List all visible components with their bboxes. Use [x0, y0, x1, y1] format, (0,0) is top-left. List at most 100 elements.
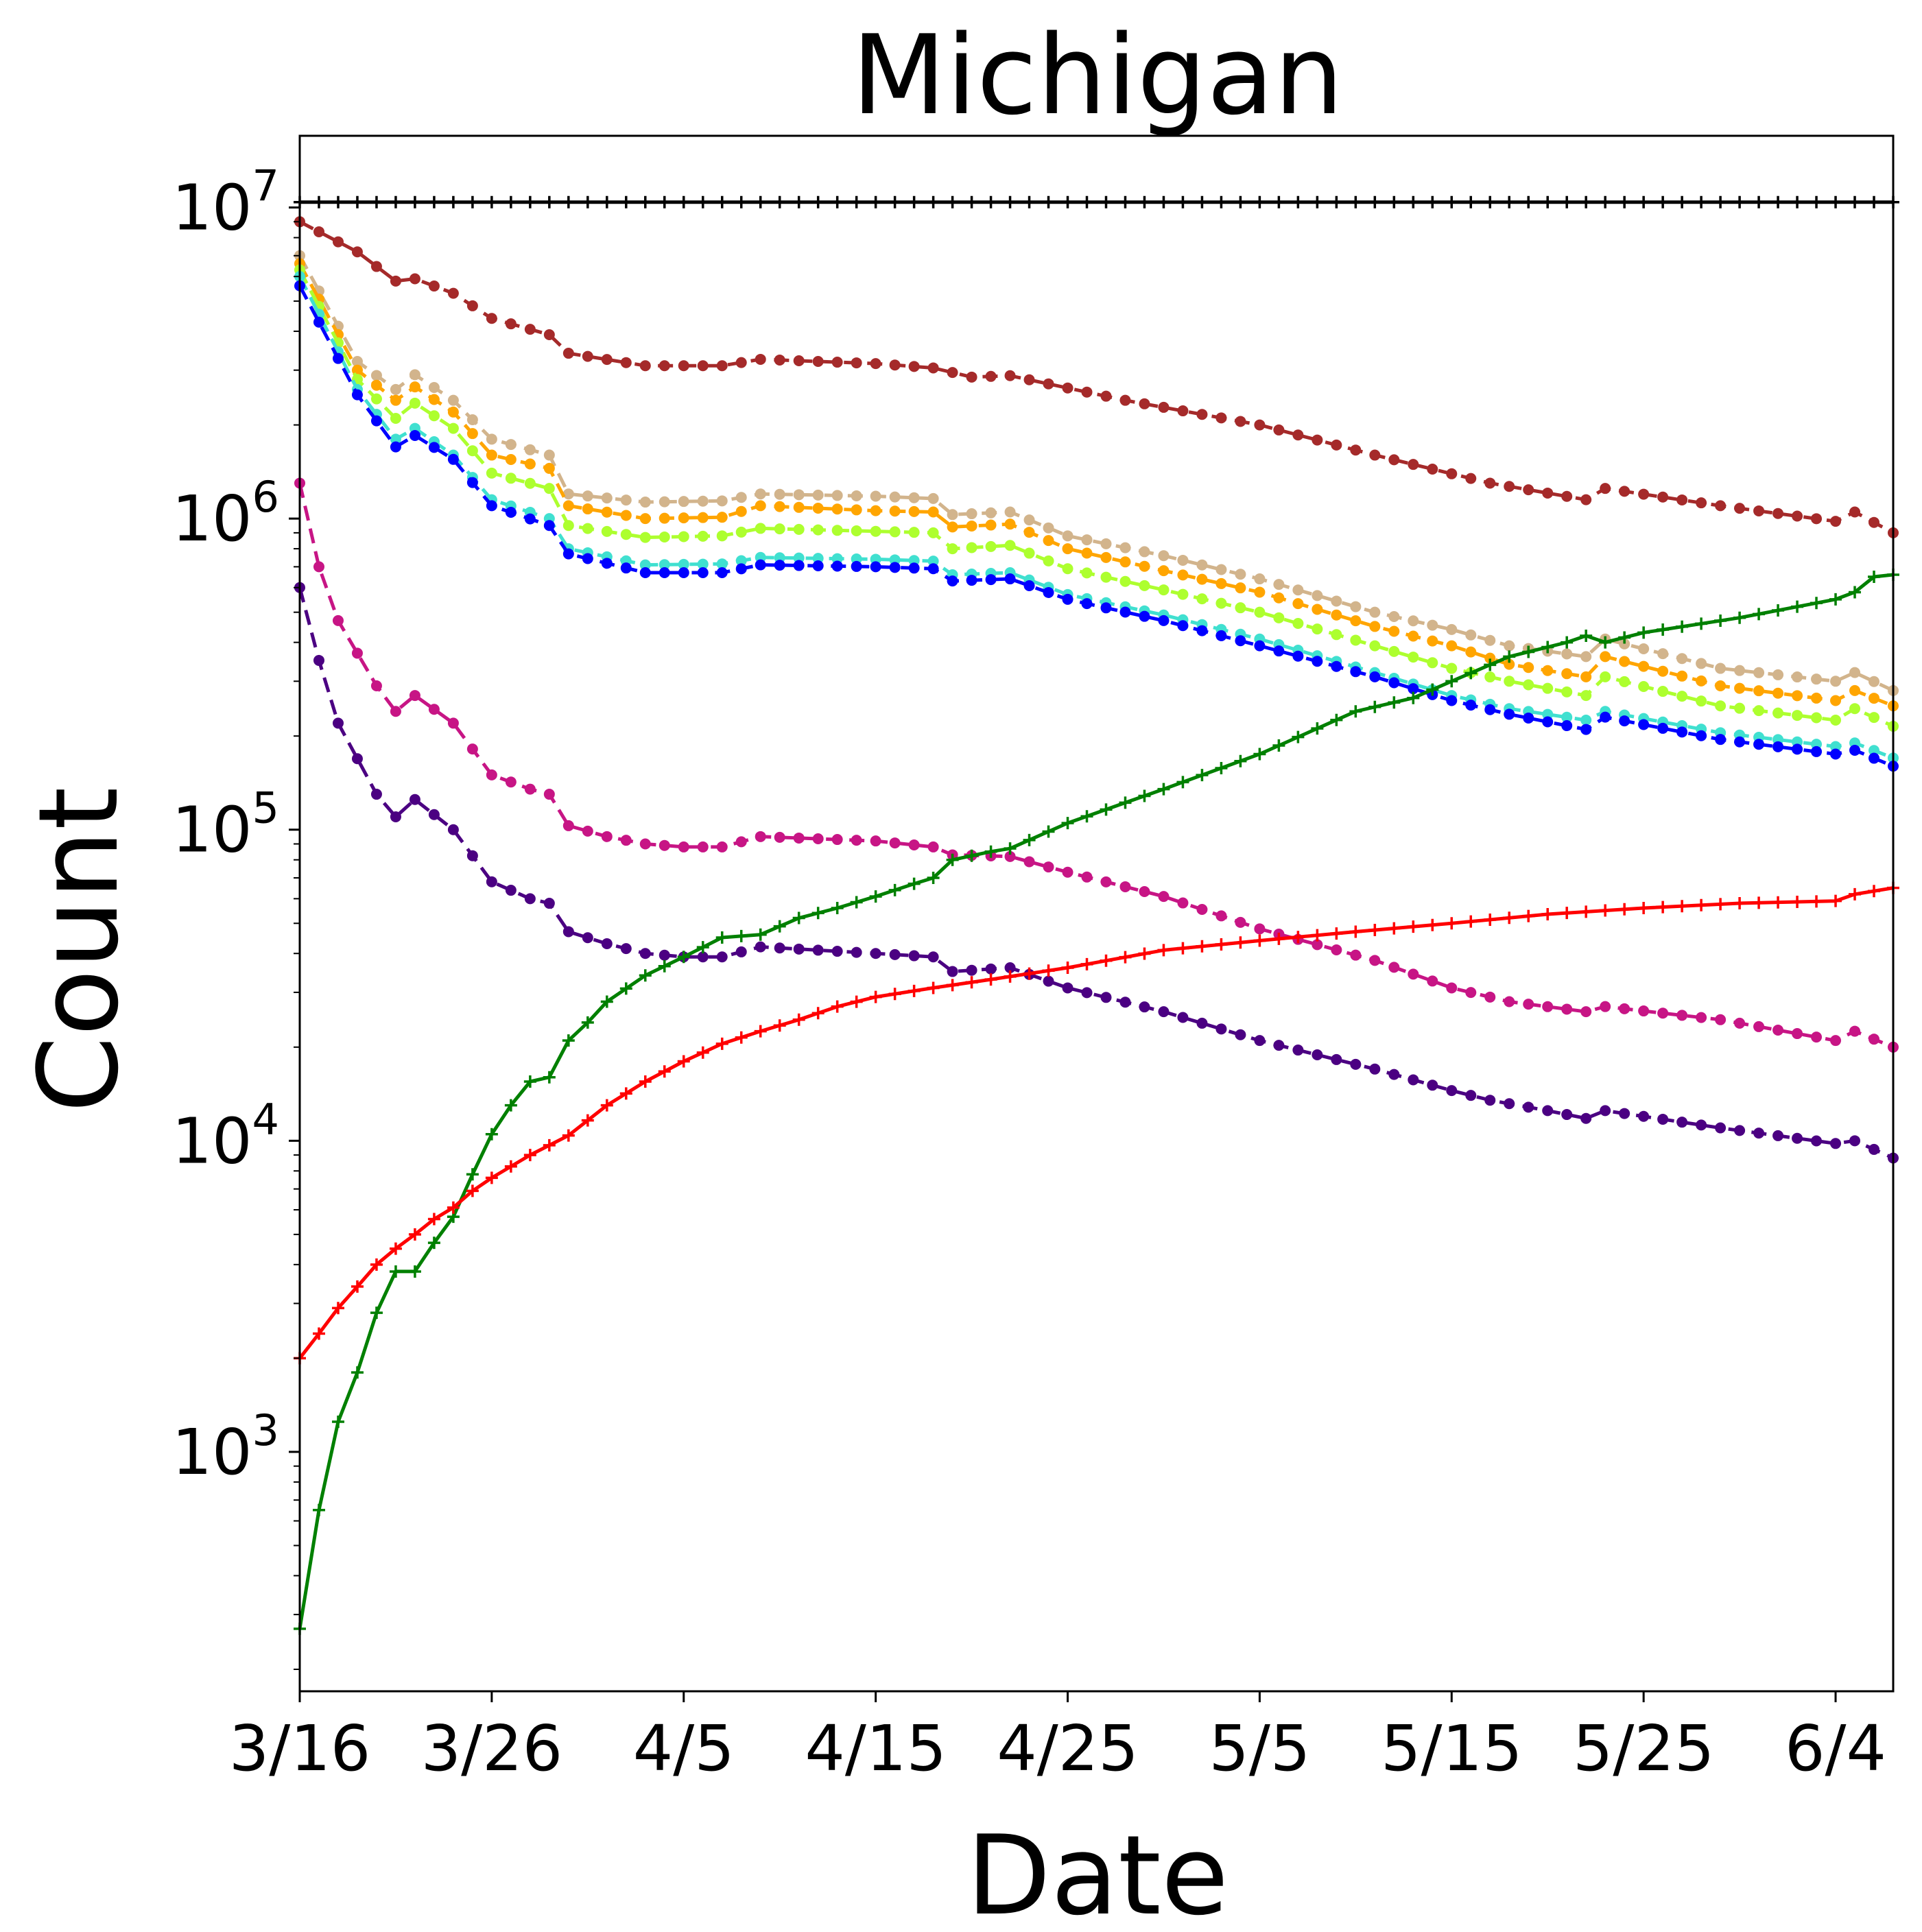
data-point — [485, 1171, 498, 1184]
data-point — [390, 275, 401, 287]
data-point — [543, 195, 556, 208]
data-point — [1599, 636, 1612, 649]
data-point — [370, 1307, 383, 1320]
data-point — [1043, 861, 1054, 873]
data-point — [1100, 390, 1112, 402]
data-point — [1407, 691, 1420, 704]
data-point — [1138, 789, 1151, 802]
data-point — [1254, 606, 1266, 618]
data-point — [1119, 575, 1131, 587]
data-point — [562, 1129, 575, 1142]
data-point — [947, 521, 958, 533]
data-point — [966, 520, 977, 532]
data-point — [562, 500, 574, 512]
data-point — [1849, 195, 1862, 208]
data-point — [966, 542, 977, 553]
data-point — [889, 562, 901, 573]
data-point — [927, 506, 939, 518]
data-point — [831, 1000, 844, 1013]
data-point — [1023, 527, 1035, 538]
data-point — [485, 1128, 498, 1141]
data-point — [1311, 195, 1324, 208]
data-point — [466, 300, 478, 311]
data-point — [966, 371, 977, 383]
data-point — [1139, 1001, 1150, 1013]
data-point — [370, 1258, 383, 1271]
data-point — [697, 512, 709, 523]
data-point — [1504, 640, 1515, 652]
data-point — [715, 931, 728, 944]
data-point — [1561, 195, 1574, 208]
data-point — [1215, 195, 1228, 208]
data-point — [1638, 643, 1650, 655]
data-point — [870, 490, 881, 502]
data-point — [792, 1013, 805, 1026]
data-point — [659, 949, 670, 961]
data-point — [562, 520, 574, 532]
data-point — [812, 503, 824, 514]
data-point — [1753, 739, 1765, 750]
data-point — [1235, 569, 1246, 580]
data-point — [1272, 195, 1285, 208]
data-point — [1868, 195, 1881, 208]
data-point — [1254, 1035, 1266, 1047]
data-point — [523, 1149, 536, 1162]
data-point — [678, 567, 689, 579]
data-point — [1580, 1006, 1592, 1018]
data-point — [543, 520, 555, 532]
data-point — [1542, 1001, 1554, 1012]
data-point — [1503, 911, 1516, 925]
data-point — [1235, 1029, 1246, 1040]
data-point — [486, 467, 497, 479]
data-point — [1081, 871, 1093, 883]
data-point — [1369, 1063, 1381, 1075]
data-point — [927, 556, 939, 567]
data-point — [1465, 987, 1477, 999]
data-point — [1139, 398, 1150, 409]
data-point — [716, 360, 728, 372]
data-point — [1388, 454, 1400, 466]
series-2 — [294, 250, 1899, 696]
data-point — [831, 195, 844, 208]
data-point — [1830, 714, 1842, 726]
data-point — [600, 1099, 613, 1112]
data-point — [947, 509, 958, 521]
data-point — [812, 833, 824, 844]
data-point — [927, 951, 939, 963]
data-point — [1733, 897, 1746, 910]
data-point — [389, 1265, 402, 1278]
data-point — [1753, 705, 1765, 717]
data-point — [370, 393, 382, 405]
data-point — [1522, 645, 1535, 658]
data-point — [1792, 710, 1803, 721]
data-point — [1350, 615, 1362, 627]
data-point — [600, 995, 613, 1008]
data-point — [1810, 597, 1823, 610]
data-point — [1561, 668, 1573, 680]
data-point — [1522, 195, 1535, 208]
data-point — [1158, 1006, 1170, 1018]
data-point — [1753, 667, 1765, 678]
data-point — [1600, 483, 1611, 494]
data-point — [831, 357, 843, 368]
data-point — [543, 1071, 556, 1084]
data-point — [1792, 1028, 1803, 1040]
data-point — [1062, 982, 1073, 994]
data-point — [351, 389, 363, 401]
data-point — [409, 397, 420, 409]
data-point — [1715, 1122, 1727, 1134]
data-point — [1100, 876, 1112, 887]
data-point — [1023, 547, 1035, 559]
data-point — [1062, 543, 1073, 555]
data-point — [1561, 648, 1573, 660]
data-point — [1504, 708, 1515, 720]
data-point — [1426, 683, 1439, 696]
data-point — [735, 1031, 748, 1044]
data-point — [984, 195, 997, 208]
data-point — [1368, 924, 1381, 937]
data-point — [716, 530, 728, 542]
x-tick-label: 3/16 — [229, 1712, 371, 1785]
data-point — [1772, 1130, 1784, 1141]
data-point — [1829, 593, 1842, 606]
data-point — [639, 838, 651, 850]
